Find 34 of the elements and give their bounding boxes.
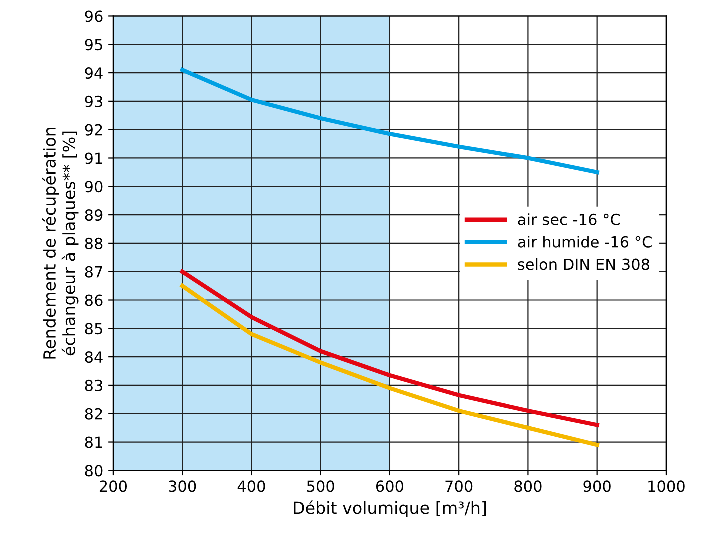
y-tick-label: 84: [85, 352, 103, 364]
y-tick-label: 80: [85, 465, 103, 477]
y-tick-label: 88: [85, 238, 103, 250]
x-tick-label: 200: [100, 480, 128, 492]
y-tick-label: 81: [85, 436, 102, 448]
y-tick-label: 96: [85, 10, 103, 22]
legend-label: air sec -16 °C: [518, 214, 620, 226]
y-tick-label: 89: [85, 210, 103, 222]
y-tick-label: 85: [85, 323, 102, 335]
y-tick-label: 90: [85, 181, 103, 193]
y-axis-title: Rendement de récupération échangeur à plaques** [%]: [42, 128, 79, 359]
x-axis-title: Débit volumique [m³/h]: [294, 500, 486, 518]
y-tick-label: 83: [85, 380, 102, 392]
x-tick-label: 600: [376, 480, 404, 492]
x-tick-label: 1000: [648, 480, 685, 492]
x-tick-label: 400: [238, 480, 266, 492]
y-tick-label: 94: [85, 68, 103, 80]
y-tick-label: 82: [85, 408, 102, 420]
line-series: [180, 68, 600, 175]
legend-label: selon DIN EN 308: [518, 258, 650, 270]
y-tick-label: 92: [85, 124, 102, 136]
line-series: [180, 284, 600, 448]
y-tick-label: 95: [85, 39, 102, 51]
y-tick-label: 91: [85, 152, 102, 164]
y-tick-label: 93: [85, 96, 102, 108]
x-tick-label: 900: [584, 480, 611, 492]
line-series: [180, 270, 600, 428]
legend-label: air humide -16 °C: [518, 236, 652, 248]
x-tick-label: 800: [514, 480, 542, 492]
x-tick-label: 500: [307, 480, 334, 492]
x-tick-label: 300: [169, 480, 196, 492]
x-tick-label: 700: [446, 480, 473, 492]
y-tick-label: 86: [85, 294, 103, 306]
y-tick-label: 87: [85, 266, 102, 278]
